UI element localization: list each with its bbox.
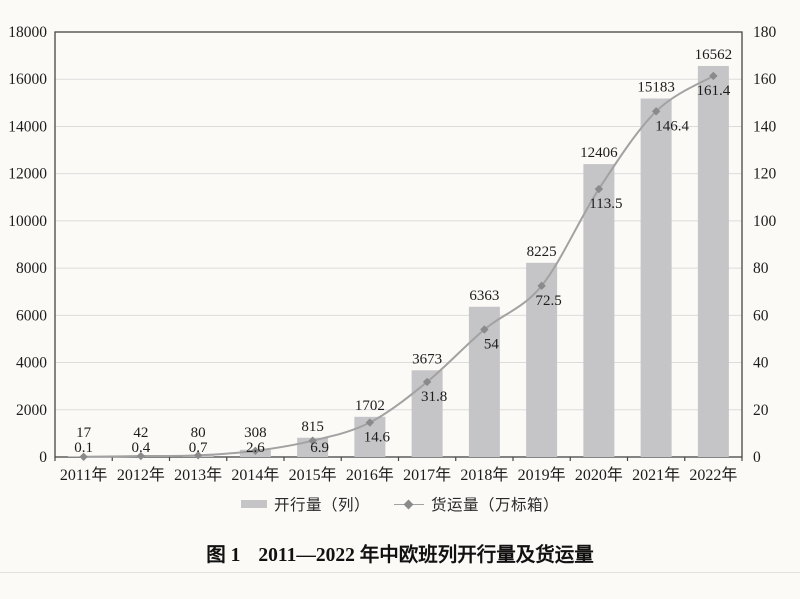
right-axis-label: 160	[753, 71, 777, 88]
bar-value-label: 12406	[580, 145, 618, 161]
left-axis-label: 10000	[8, 213, 47, 230]
bottom-divider	[0, 572, 800, 573]
bar-swatch-icon	[240, 500, 267, 508]
caption-title: 2011—2022 年中欧班列开行量及货运量	[258, 545, 594, 566]
line-value-label: 161.4	[697, 83, 731, 99]
x-axis-label: 2022年	[689, 466, 737, 484]
bar-value-label: 6363	[469, 288, 499, 304]
line-value-label: 0.1	[74, 440, 93, 456]
right-axis-label: 20	[753, 402, 769, 419]
right-axis-label: 140	[753, 118, 777, 135]
bar-value-label: 42	[133, 425, 148, 441]
right-axis-label: 80	[753, 260, 769, 277]
line-marker-2012年	[136, 451, 146, 461]
left-axis-label: 6000	[16, 307, 47, 324]
line-marker-2016年	[365, 418, 375, 427]
x-axis-label: 2018年	[460, 466, 508, 484]
line-marker-2021年	[651, 107, 661, 116]
left-axis-label: 2000	[16, 402, 47, 419]
diamond-marker-icon	[403, 499, 414, 509]
line-marker-2020年	[594, 184, 604, 194]
left-axis-label: 8000	[16, 260, 47, 277]
bar-value-label: 8225	[527, 244, 557, 260]
legend-label-trains: 开行量（列）	[273, 497, 370, 514]
right-axis-label: 100	[753, 213, 777, 230]
x-axis-label: 2012年	[117, 466, 165, 484]
legend-item-trains: 开行量（列）	[240, 493, 370, 515]
x-axis-label: 2014年	[231, 466, 279, 484]
line-value-label: 72.5	[536, 293, 562, 309]
bar-2019年	[526, 262, 558, 457]
left-axis-label: 16000	[8, 71, 47, 88]
line-value-label: 2.6	[246, 440, 265, 456]
x-axis-label: 2019年	[518, 466, 566, 484]
line-marker-2018年	[480, 325, 489, 334]
line-marker-2022年	[709, 71, 718, 81]
x-axis-label: 2017年	[403, 466, 451, 484]
line-marker-2011年	[79, 452, 88, 461]
right-axis-label: 60	[753, 307, 769, 324]
line-marker-2019年	[537, 281, 546, 291]
line-value-label: 31.8	[421, 389, 447, 405]
right-axis-label: 0	[753, 449, 761, 466]
right-axis-label: 180	[753, 24, 777, 41]
bar-value-label: 1702	[355, 398, 385, 414]
line-marker-2017年	[422, 377, 432, 387]
chart-legend: 开行量（列） 货运量（万标箱）	[0, 492, 800, 516]
x-axis-label: 2011年	[60, 466, 107, 484]
line-value-label: 113.5	[589, 196, 622, 212]
x-axis-label: 2013年	[174, 466, 222, 484]
legend-item-freight: 货运量（万标箱）	[394, 493, 559, 515]
line-swatch-icon	[394, 499, 424, 509]
figure-caption: 图 1 2011—2022 年中欧班列开行量及货运量	[0, 538, 800, 567]
bar-2021年	[640, 98, 672, 457]
x-axis-label: 2016年	[346, 466, 394, 484]
x-axis-label: 2015年	[289, 466, 337, 484]
line-value-label: 0.4	[132, 440, 151, 456]
legend-label-freight: 货运量（万标箱）	[431, 497, 560, 514]
left-axis-label: 12000	[8, 166, 47, 183]
x-axis-label: 2021年	[632, 466, 680, 484]
bar-value-label: 80	[191, 425, 206, 441]
freight-volume-line	[83, 75, 714, 458]
figure-label: 图 1	[206, 545, 241, 566]
bar-value-label: 3673	[412, 351, 442, 367]
plot-frame	[54, 31, 743, 458]
line-marker-2014年	[251, 446, 260, 456]
right-axis-label: 120	[753, 166, 777, 183]
line-value-label: 6.9	[310, 440, 329, 456]
line-marker-2015年	[308, 436, 317, 445]
bar-2022年	[697, 65, 729, 458]
bar-value-label: 308	[244, 425, 267, 441]
bar-value-label: 815	[301, 419, 324, 435]
right-axis-label: 40	[753, 355, 769, 372]
left-axis-label: 0	[39, 449, 47, 466]
left-axis-label: 18000	[8, 24, 47, 41]
bar-value-label: 16562	[695, 47, 733, 63]
line-value-label: 0.7	[189, 440, 208, 456]
line-value-label: 14.6	[364, 430, 391, 446]
x-axis-label: 2020年	[575, 466, 623, 484]
line-value-label: 146.4	[655, 118, 689, 134]
bar-value-label: 17	[76, 425, 92, 441]
chart-svg: 0 2000 4000 6000 8000 10000 12000 14000 16000 180…	[8, 24, 777, 484]
bar-value-label: 15183	[637, 80, 675, 96]
line-value-label: 54	[484, 337, 500, 353]
line-marker-2013年	[193, 451, 203, 460]
left-axis-label: 14000	[8, 118, 47, 135]
bar-2020年	[583, 164, 615, 457]
left-axis-label: 4000	[16, 355, 47, 372]
